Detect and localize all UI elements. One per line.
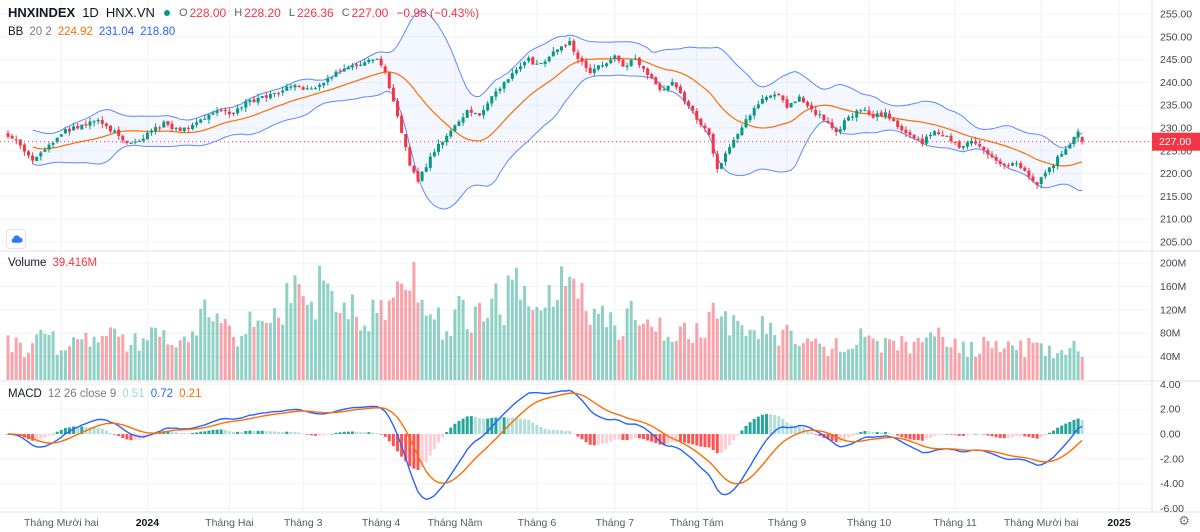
chart-settings-gear-icon[interactable]: ⚙ [1178,513,1190,528]
bb-params: 20 2 [29,26,52,38]
volume-indicator-legend[interactable]: Volume 39.416M [8,257,97,269]
svg-text:215.00: 215.00 [1160,191,1192,203]
bb-label: BB [8,26,24,38]
macd-indicator-legend[interactable]: MACD 12 26 close 9 0.51 0.72 0.21 [8,388,201,400]
svg-text:120M: 120M [1160,304,1186,316]
svg-text:Tháng 11: Tháng 11 [933,517,977,529]
svg-text:220.00: 220.00 [1160,168,1192,180]
svg-text:245.00: 245.00 [1160,54,1192,66]
svg-text:2.00: 2.00 [1160,404,1181,416]
svg-text:Tháng Tám: Tháng Tám [670,517,724,529]
price-axis[interactable] [1152,0,1200,512]
svg-text:200M: 200M [1160,258,1186,270]
open-label: O [178,6,188,19]
volume-label: Volume [8,257,47,269]
svg-text:40M: 40M [1160,351,1180,363]
ohlc-values: O 228.00 H 228.20 L 226.36 C 227.00 −0.98 (−… [179,6,479,20]
exchange-label[interactable]: HNX.VN [105,5,155,20]
svg-text:235.00: 235.00 [1160,100,1192,112]
svg-text:80M: 80M [1160,328,1180,340]
time-axis[interactable] [0,512,1152,532]
macd-hist-value: 0.51 [122,388,145,400]
bb-basis-value: 224.92 [57,26,93,38]
low-label: L [288,6,295,19]
svg-text:-4.00: -4.00 [1160,478,1184,490]
svg-text:227.00: 227.00 [1159,136,1191,148]
change-value: −0.98 (−0.43%) [396,5,480,20]
svg-text:Tháng Mười hai: Tháng Mười hai [1004,517,1079,529]
bb-lower-value: 218.80 [140,26,176,38]
market-status-dot-icon [163,9,170,16]
svg-text:230.00: 230.00 [1160,123,1192,135]
svg-text:Tháng Năm: Tháng Năm [427,517,482,529]
svg-text:205.00: 205.00 [1160,237,1192,249]
open-value: 228.00 [189,5,227,20]
data-provider-logo [6,229,26,249]
interval-label[interactable]: 1D [82,5,99,20]
low-value: 226.36 [296,5,334,20]
svg-text:4.00: 4.00 [1160,379,1181,391]
symbol-name[interactable]: HNXINDEX [8,5,76,20]
cloud-icon [11,234,23,243]
svg-text:-6.00: -6.00 [1160,503,1184,515]
bb-upper-value: 231.04 [98,26,135,38]
close-label: C [341,6,350,19]
bb-indicator-legend[interactable]: BB 20 2 224.92 231.04 218.80 [8,26,175,38]
svg-text:Tháng 9: Tháng 9 [768,517,807,529]
svg-text:-2.00: -2.00 [1160,453,1184,465]
symbol-legend[interactable]: HNXINDEX 1D HNX.VN O 228.00 H 228.20 L 226.… [8,5,479,20]
svg-text:255.00: 255.00 [1160,9,1192,21]
svg-text:160M: 160M [1160,281,1186,293]
macd-line-value: 0.72 [150,388,174,400]
svg-text:Tháng 3: Tháng 3 [284,517,323,529]
svg-text:Tháng 10: Tháng 10 [847,517,892,529]
svg-text:Tháng 7: Tháng 7 [596,517,635,529]
macd-label: MACD [8,388,42,400]
svg-text:Tháng 6: Tháng 6 [518,517,557,529]
svg-text:Tháng Mười hai: Tháng Mười hai [24,517,99,529]
close-value: 227.00 [351,5,389,20]
svg-text:210.00: 210.00 [1160,214,1192,226]
svg-text:240.00: 240.00 [1160,77,1192,89]
svg-text:2025: 2025 [1107,517,1131,529]
svg-text:2024: 2024 [136,517,160,529]
macd-params: 12 26 close 9 [47,388,117,400]
volume-value: 39.416M [52,257,98,269]
svg-text:250.00: 250.00 [1160,31,1192,43]
svg-text:Tháng Hai: Tháng Hai [205,517,253,529]
svg-text:Tháng 4: Tháng 4 [362,517,401,529]
svg-text:0.00: 0.00 [1160,429,1181,441]
high-label: H [234,6,243,19]
macd-signal-value: 0.21 [179,388,202,400]
high-value: 228.20 [244,5,281,20]
